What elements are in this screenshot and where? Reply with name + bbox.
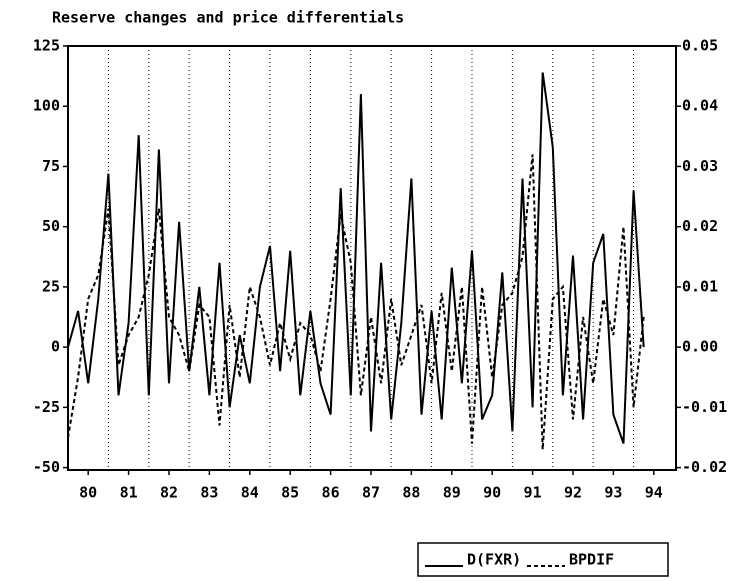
y-tick-label: 125 xyxy=(33,37,60,55)
y-tick-label: -50 xyxy=(33,458,60,476)
series-line xyxy=(67,72,645,444)
legend-box xyxy=(417,542,669,577)
x-tick-label: 90 xyxy=(483,484,501,502)
y2-tick-label: 0.04 xyxy=(682,97,718,115)
x-tick-label: 94 xyxy=(645,484,663,502)
y-tick-label: 75 xyxy=(42,157,60,175)
x-tick-label: 84 xyxy=(241,484,259,502)
y2-tick-label: 0.01 xyxy=(682,277,718,295)
x-tick-label: 82 xyxy=(160,484,178,502)
x-tick-label: 92 xyxy=(564,484,582,502)
x-tick-label: 86 xyxy=(322,484,340,502)
series-line xyxy=(67,154,645,450)
y2-tick-label: 0.02 xyxy=(682,217,718,235)
y-tick-label: 0 xyxy=(51,338,60,356)
plot-frame xyxy=(67,45,677,471)
x-tick-label: 87 xyxy=(362,484,380,502)
y2-tick-label: -0.02 xyxy=(682,458,727,476)
x-tick-label: 85 xyxy=(281,484,299,502)
y-tick-label: 50 xyxy=(42,217,60,235)
x-tick-label: 89 xyxy=(443,484,461,502)
y2-tick-label: 0.00 xyxy=(682,338,718,356)
y2-tick-label: -0.01 xyxy=(682,398,727,416)
legend-label: D(FXR) xyxy=(467,551,521,569)
legend-label: BPDIF xyxy=(569,551,614,569)
x-tick-label: 91 xyxy=(524,484,542,502)
x-tick-label: 93 xyxy=(604,484,622,502)
y2-tick-label: 0.03 xyxy=(682,157,718,175)
y-tick-label: 100 xyxy=(33,97,60,115)
x-tick-label: 83 xyxy=(200,484,218,502)
y-tick-label: -25 xyxy=(33,398,60,416)
x-tick-label: 80 xyxy=(79,484,97,502)
y2-tick-label: 0.05 xyxy=(682,37,718,55)
x-tick-label: 81 xyxy=(120,484,138,502)
x-tick-label: 88 xyxy=(402,484,420,502)
y-tick-label: 25 xyxy=(42,277,60,295)
chart-title: Reserve changes and price differentials xyxy=(52,9,404,27)
